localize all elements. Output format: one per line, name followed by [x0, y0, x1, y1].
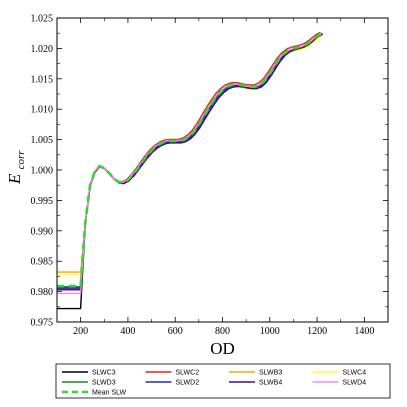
- y-axis-title-main: E: [5, 173, 24, 185]
- x-tick-label: 800: [215, 326, 230, 337]
- x-tick-label: 400: [120, 326, 135, 337]
- series-layer: [57, 31, 324, 310]
- y-axis-title-sub: corr: [15, 150, 27, 170]
- y-tick-label: 1.015: [31, 74, 54, 85]
- series-line-slwd2: [57, 32, 323, 289]
- legend-label: SLWB4: [259, 380, 282, 387]
- y-tick-label: 0.995: [31, 196, 54, 207]
- series-line-slwd3: [57, 33, 323, 288]
- legend-label: SLWD2: [176, 380, 200, 387]
- y-tick-label: 1.020: [31, 44, 54, 55]
- series-line-slwd4: [57, 33, 322, 295]
- x-tick-label: 1200: [307, 326, 327, 337]
- legend-box: [55, 363, 391, 399]
- y-tick-label: 1.000: [31, 166, 54, 177]
- legend-label: SLWD4: [343, 380, 367, 387]
- series-line-slwb3: [57, 34, 322, 273]
- y-axis-title: E corr: [5, 150, 27, 185]
- y-tick-label: 1.005: [31, 135, 54, 146]
- legend-label: SLWD3: [92, 380, 116, 387]
- series-line-slwb4: [57, 33, 324, 291]
- y-tick-label: 1.010: [31, 105, 54, 116]
- x-tick-label: 600: [168, 326, 183, 337]
- y-tick-label: 0.985: [31, 257, 54, 268]
- x-tick-label: 1000: [260, 326, 280, 337]
- legend-label: Mean SLW: [92, 390, 126, 397]
- legend: SLWC3 SLWC2 SLWB3 SLWC4 SLWD3 SLWD2 SLWB4 SLWD4…: [55, 363, 391, 399]
- legend-label: SLWC2: [176, 370, 200, 377]
- y-tick-label: 0.980: [31, 287, 54, 298]
- series-line-slwc4: [57, 36, 322, 276]
- series-line-mean-slw: [57, 32, 323, 288]
- legend-label: SLWB3: [259, 370, 282, 377]
- y-tick-label: 0.990: [31, 226, 54, 237]
- x-tick-label: 1400: [354, 326, 374, 337]
- y-tick-label: 0.975: [31, 318, 54, 329]
- legend-label: SLWC3: [92, 370, 116, 377]
- series-line-slwc3: [57, 33, 323, 310]
- series-line-slwc2: [57, 31, 321, 290]
- legend-label: SLWC4: [343, 370, 367, 377]
- y-tick-label: 1.025: [31, 14, 54, 25]
- x-axis-title: OD: [210, 339, 235, 358]
- x-tick-label: 200: [73, 326, 88, 337]
- ticks-layer: 200 400 600 800 1000 1200 1400 0.975 0.980 0.985 0…: [31, 14, 389, 337]
